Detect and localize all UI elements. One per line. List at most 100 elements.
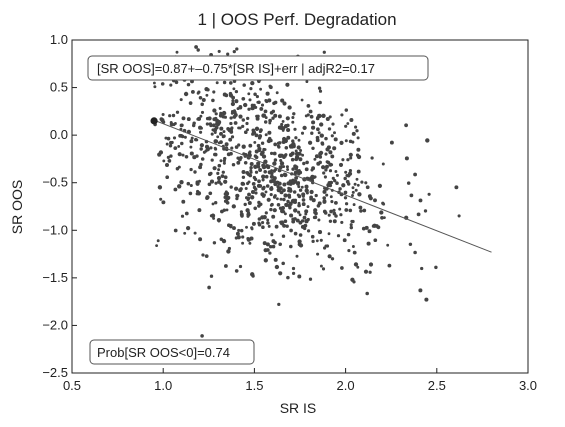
scatter-point <box>336 234 341 238</box>
scatter-point <box>297 239 302 244</box>
scatter-point <box>427 192 431 196</box>
scatter-point <box>288 244 293 249</box>
scatter-point <box>288 152 293 158</box>
scatter-point <box>207 285 211 290</box>
scatter-point <box>296 181 300 186</box>
scatter-point <box>342 238 347 243</box>
y-tick-label: −2.0 <box>42 317 68 332</box>
scatter-point <box>314 211 318 216</box>
scatter-point <box>368 270 372 274</box>
scatter-point <box>183 231 187 235</box>
scatter-point <box>346 232 351 237</box>
scatter-point <box>321 165 326 170</box>
scatter-point <box>219 126 224 131</box>
scatter-point <box>297 138 301 142</box>
scatter-point <box>234 99 239 104</box>
scatter-point <box>382 202 386 206</box>
scatter-point <box>228 137 233 142</box>
scatter-point <box>314 193 318 198</box>
scatter-point <box>236 160 241 165</box>
scatter-point <box>332 208 336 212</box>
scatter-point <box>269 193 273 197</box>
scatter-point <box>292 190 297 194</box>
scatter-point <box>333 179 337 183</box>
scatter-point <box>319 264 323 268</box>
scatter-point <box>287 187 293 192</box>
scatter-point <box>223 264 228 268</box>
scatter-point <box>332 219 337 224</box>
scatter-point <box>294 155 300 160</box>
scatter-point <box>225 208 229 212</box>
scatter-point <box>306 229 311 233</box>
scatter-point <box>425 138 430 143</box>
scatter-point <box>362 208 367 213</box>
scatter-point <box>249 162 254 166</box>
scatter-point <box>246 116 250 121</box>
scatter-point <box>350 277 355 282</box>
scatter-point <box>360 180 364 184</box>
scatter-point <box>316 127 320 132</box>
scatter-point <box>248 143 253 148</box>
scatter-point <box>457 214 461 218</box>
scatter-point <box>251 274 255 278</box>
scatter-point <box>217 49 221 53</box>
scatter-point <box>350 219 354 223</box>
scatter-point <box>368 262 374 267</box>
scatter-point <box>267 130 272 135</box>
scatter-point <box>283 138 288 142</box>
scatter-point <box>199 147 203 151</box>
scatter-point <box>181 199 186 204</box>
x-tick-label: 1.5 <box>245 378 263 393</box>
scatter-point <box>210 158 214 162</box>
scatter-point <box>180 141 184 146</box>
scatter-point <box>155 244 159 248</box>
scatter-point <box>253 164 258 169</box>
scatter-point <box>314 154 319 159</box>
scatter-point <box>232 49 236 54</box>
scatter-point <box>255 95 259 99</box>
scatter-point <box>269 245 273 249</box>
scatter-point <box>323 211 328 215</box>
scatter-point <box>264 133 268 137</box>
scatter-point <box>243 130 248 135</box>
scatter-point <box>169 83 173 87</box>
scatter-point <box>214 112 218 116</box>
scatter-point <box>238 105 243 109</box>
scatter-point <box>264 116 268 120</box>
scatter-point <box>249 170 253 174</box>
scatter-point <box>157 185 163 190</box>
scatter-point <box>270 169 274 173</box>
scatter-point <box>322 171 326 175</box>
scatter-point <box>267 224 271 228</box>
scatter-point <box>212 166 217 171</box>
scatter-point <box>260 103 265 107</box>
scatter-point <box>249 165 253 170</box>
scatter-point <box>256 143 261 148</box>
scatter-point <box>334 170 338 173</box>
scatter-point <box>280 98 285 103</box>
scatter-point <box>286 199 290 204</box>
scatter-point <box>258 134 263 139</box>
scatter-point <box>328 150 333 155</box>
scatter-point <box>196 189 200 193</box>
scatter-point <box>273 240 277 245</box>
scatter-point <box>278 271 283 276</box>
scatter-point <box>239 212 244 217</box>
scatter-point <box>257 217 262 221</box>
scatter-point <box>283 172 286 176</box>
scatter-point <box>217 219 221 223</box>
scatter-point <box>330 154 335 159</box>
scatter-point <box>301 153 305 157</box>
x-tick-label: 2.0 <box>337 378 355 393</box>
scatter-point <box>317 230 323 235</box>
scatter-point <box>298 233 303 237</box>
scatter-point <box>234 236 238 240</box>
scatter-point <box>365 185 370 190</box>
scatter-point <box>276 203 281 207</box>
scatter-point <box>320 142 325 146</box>
scatter-point <box>302 161 306 166</box>
scatter-point <box>281 206 285 210</box>
scatter-point <box>222 161 226 165</box>
scatter-point <box>168 114 172 118</box>
